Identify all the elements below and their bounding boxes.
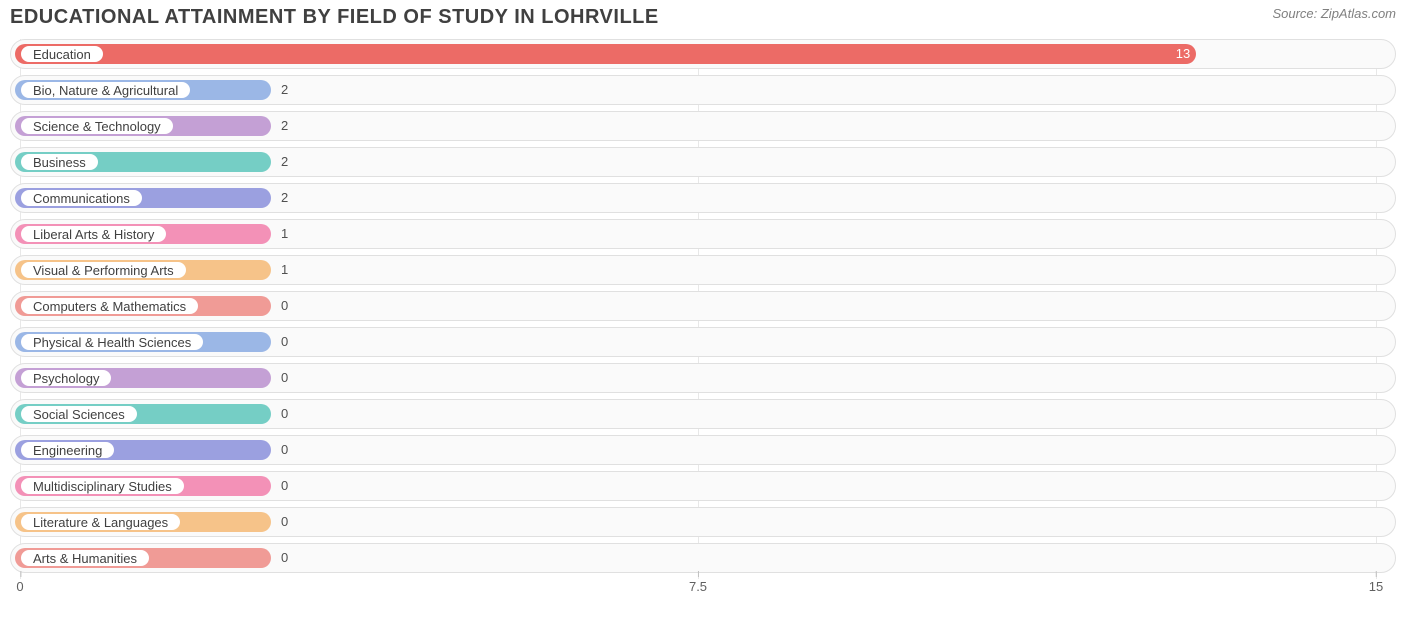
bar-row: Visual & Performing Arts 1 (10, 255, 1396, 285)
bar-row: Business 2 (10, 147, 1396, 177)
category-pill: Social Sciences (19, 404, 139, 424)
bar-fill (15, 44, 1196, 64)
category-pill: Computers & Mathematics (19, 296, 200, 316)
bar-row: Physical & Health Sciences 0 (10, 327, 1396, 357)
bar-value: 0 (281, 298, 288, 313)
category-pill: Communications (19, 188, 144, 208)
bar-row: Liberal Arts & History 1 (10, 219, 1396, 249)
bar-row: Communications 2 (10, 183, 1396, 213)
category-pill: Arts & Humanities (19, 548, 151, 568)
bar-value: 0 (281, 514, 288, 529)
category-pill: Liberal Arts & History (19, 224, 168, 244)
bar-value: 1 (281, 226, 288, 241)
bar-value: 2 (281, 154, 288, 169)
bar-row: Computers & Mathematics 0 (10, 291, 1396, 321)
chart-header: EDUCATIONAL ATTAINMENT BY FIELD OF STUDY… (10, 6, 1396, 29)
bar-row: Engineering 0 (10, 435, 1396, 465)
bar-row: Education 13 (10, 39, 1396, 69)
bar-value: 1 (281, 262, 288, 277)
category-pill: Business (19, 152, 100, 172)
bar-value: 0 (281, 442, 288, 457)
category-pill: Education (19, 44, 105, 64)
bar-value: 2 (281, 190, 288, 205)
bar-row: Literature & Languages 0 (10, 507, 1396, 537)
bar-value: 0 (281, 550, 288, 565)
category-pill: Science & Technology (19, 116, 175, 136)
category-pill: Visual & Performing Arts (19, 260, 188, 280)
chart-source: Source: ZipAtlas.com (1272, 6, 1396, 21)
category-pill: Multidisciplinary Studies (19, 476, 186, 496)
category-pill: Literature & Languages (19, 512, 182, 532)
bar-value: 2 (281, 118, 288, 133)
bar-value: 0 (281, 370, 288, 385)
chart-title: EDUCATIONAL ATTAINMENT BY FIELD OF STUDY… (10, 6, 659, 29)
x-tick: 15 (1369, 579, 1383, 594)
x-tick: 7.5 (689, 579, 707, 594)
bar-row: Bio, Nature & Agricultural 2 (10, 75, 1396, 105)
category-pill: Bio, Nature & Agricultural (19, 80, 192, 100)
bar-row: Social Sciences 0 (10, 399, 1396, 429)
bar-row: Arts & Humanities 0 (10, 543, 1396, 573)
bar-chart: Education13Bio, Nature & Agricultural2Sc… (10, 39, 1396, 607)
bar-row: Psychology 0 (10, 363, 1396, 393)
bar-row: Multidisciplinary Studies 0 (10, 471, 1396, 501)
category-pill: Physical & Health Sciences (19, 332, 205, 352)
bar-value: 0 (281, 478, 288, 493)
bar-row: Science & Technology 2 (10, 111, 1396, 141)
bar-value: 13 (1176, 46, 1190, 61)
bar-value: 0 (281, 334, 288, 349)
x-axis: 0 7.5 15 (10, 579, 1396, 607)
bar-value: 2 (281, 82, 288, 97)
bar-value: 0 (281, 406, 288, 421)
category-pill: Engineering (19, 440, 116, 460)
category-pill: Psychology (19, 368, 113, 388)
x-tick: 0 (16, 579, 23, 594)
